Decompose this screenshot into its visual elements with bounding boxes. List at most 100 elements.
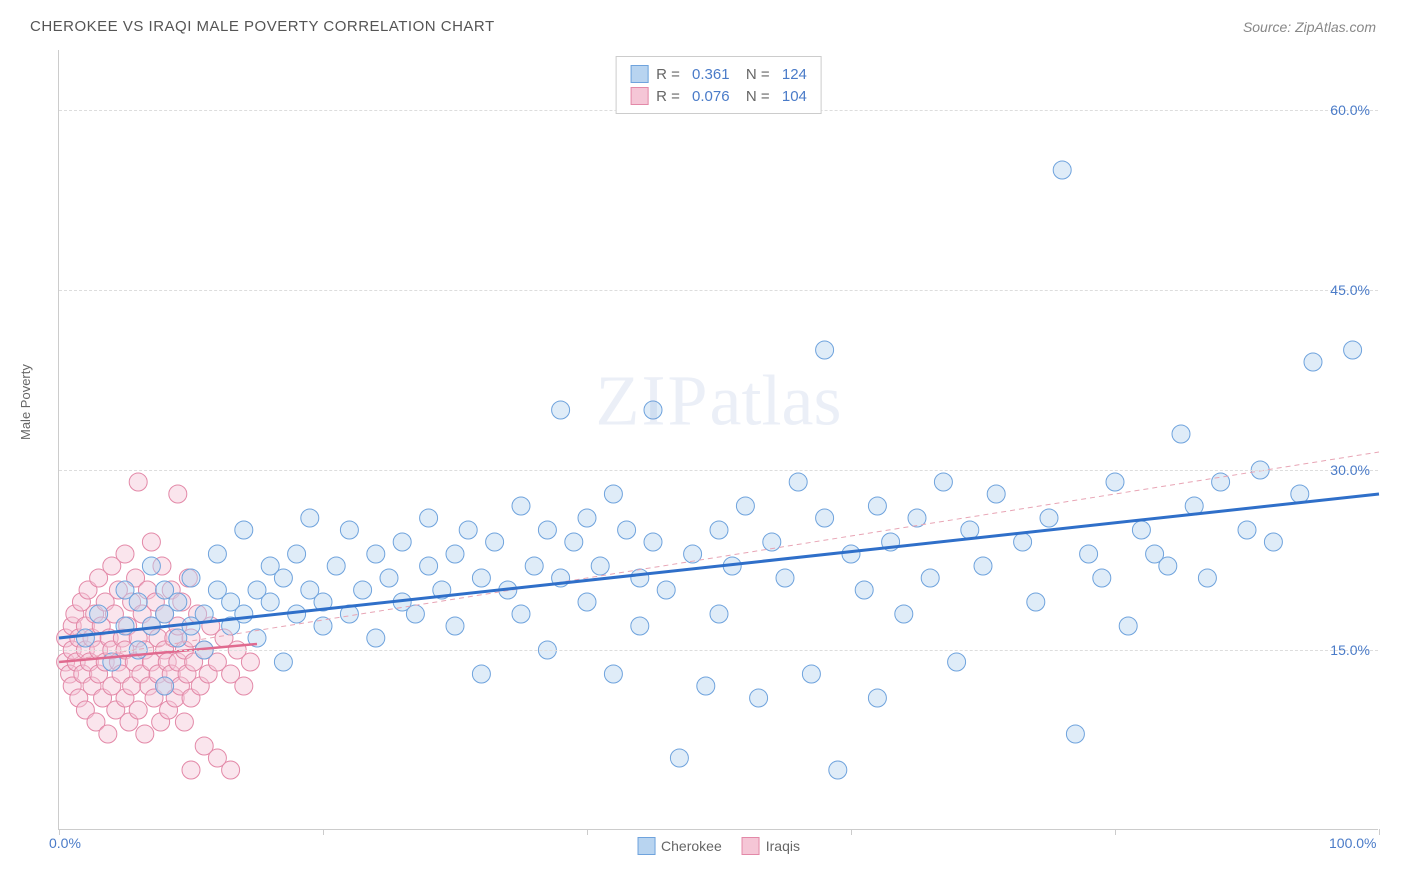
data-point <box>142 533 160 551</box>
data-point <box>948 653 966 671</box>
source-attribution: Source: ZipAtlas.com <box>1243 19 1376 35</box>
data-point <box>182 569 200 587</box>
correlation-legend: R = 0.361 N = 124 R = 0.076 N = 104 <box>615 56 822 114</box>
data-point <box>987 485 1005 503</box>
data-point <box>750 689 768 707</box>
data-point <box>525 557 543 575</box>
legend-swatch-iraqis <box>742 837 760 855</box>
data-point <box>1304 353 1322 371</box>
data-point <box>816 341 834 359</box>
data-point <box>354 581 372 599</box>
data-point <box>472 569 490 587</box>
y-tick-label: 60.0% <box>1330 102 1370 118</box>
data-point <box>446 617 464 635</box>
data-point <box>129 701 147 719</box>
data-point <box>1066 725 1084 743</box>
gridline <box>59 650 1378 651</box>
data-point <box>974 557 992 575</box>
data-point <box>446 545 464 563</box>
data-point <box>367 545 385 563</box>
data-point <box>1106 473 1124 491</box>
data-point <box>1238 521 1256 539</box>
data-point <box>1093 569 1111 587</box>
data-point <box>459 521 477 539</box>
data-point <box>274 569 292 587</box>
data-point <box>1027 593 1045 611</box>
data-point <box>367 629 385 647</box>
data-point <box>129 473 147 491</box>
data-point <box>565 533 583 551</box>
data-point <box>1080 545 1098 563</box>
chart-title: CHEROKEE VS IRAQI MALE POVERTY CORRELATI… <box>30 18 495 35</box>
data-point <box>1014 533 1032 551</box>
data-point <box>182 761 200 779</box>
data-point <box>340 521 358 539</box>
trend-line-dashed <box>59 452 1379 662</box>
data-point <box>710 521 728 539</box>
data-point <box>855 581 873 599</box>
legend-label-iraqis: Iraqis <box>766 838 800 854</box>
data-point <box>1132 521 1150 539</box>
data-point <box>156 677 174 695</box>
data-point <box>261 593 279 611</box>
data-point <box>472 665 490 683</box>
data-point <box>99 725 117 743</box>
data-point <box>406 605 424 623</box>
swatch-cherokee <box>630 65 648 83</box>
data-point <box>578 509 596 527</box>
data-point <box>684 545 702 563</box>
data-point <box>776 569 794 587</box>
data-point <box>604 665 622 683</box>
data-point <box>512 497 530 515</box>
data-point <box>129 593 147 611</box>
legend-row-cherokee: R = 0.361 N = 124 <box>630 63 807 85</box>
data-point <box>393 533 411 551</box>
data-point <box>657 581 675 599</box>
data-point <box>314 617 332 635</box>
data-point <box>1053 161 1071 179</box>
chart-plot-area: R = 0.361 N = 124 R = 0.076 N = 104 ZIPa… <box>58 50 1378 830</box>
data-point <box>90 605 108 623</box>
x-tick-label: 100.0% <box>1329 835 1376 851</box>
data-point <box>116 545 134 563</box>
data-point <box>327 557 345 575</box>
series-legend: Cherokee Iraqis <box>637 837 800 855</box>
y-tick-label: 15.0% <box>1330 642 1370 658</box>
data-point <box>644 401 662 419</box>
x-tick-mark <box>323 829 324 835</box>
data-point <box>1264 533 1282 551</box>
data-point <box>1172 425 1190 443</box>
data-point <box>1159 557 1177 575</box>
data-point <box>921 569 939 587</box>
data-point <box>842 545 860 563</box>
legend-swatch-cherokee <box>637 837 655 855</box>
data-point <box>208 545 226 563</box>
legend-row-iraqis: R = 0.076 N = 104 <box>630 85 807 107</box>
r-value-cherokee: 0.361 <box>692 66 730 83</box>
gridline <box>59 470 1378 471</box>
data-point <box>670 749 688 767</box>
data-point <box>934 473 952 491</box>
data-point <box>578 593 596 611</box>
legend-label-cherokee: Cherokee <box>661 838 722 854</box>
data-point <box>829 761 847 779</box>
y-axis-label: Male Poverty <box>18 364 33 440</box>
data-point <box>420 557 438 575</box>
data-point <box>631 569 649 587</box>
data-point <box>1040 509 1058 527</box>
y-tick-label: 45.0% <box>1330 282 1370 298</box>
data-point <box>380 569 398 587</box>
data-point <box>274 653 292 671</box>
legend-item-cherokee: Cherokee <box>637 837 722 855</box>
swatch-iraqis <box>630 87 648 105</box>
data-point <box>618 521 636 539</box>
scatter-svg <box>59 50 1378 829</box>
gridline <box>59 290 1378 291</box>
data-point <box>644 533 662 551</box>
data-point <box>486 533 504 551</box>
data-point <box>169 485 187 503</box>
data-point <box>222 761 240 779</box>
data-point <box>816 509 834 527</box>
data-point <box>1344 341 1362 359</box>
data-point <box>604 485 622 503</box>
